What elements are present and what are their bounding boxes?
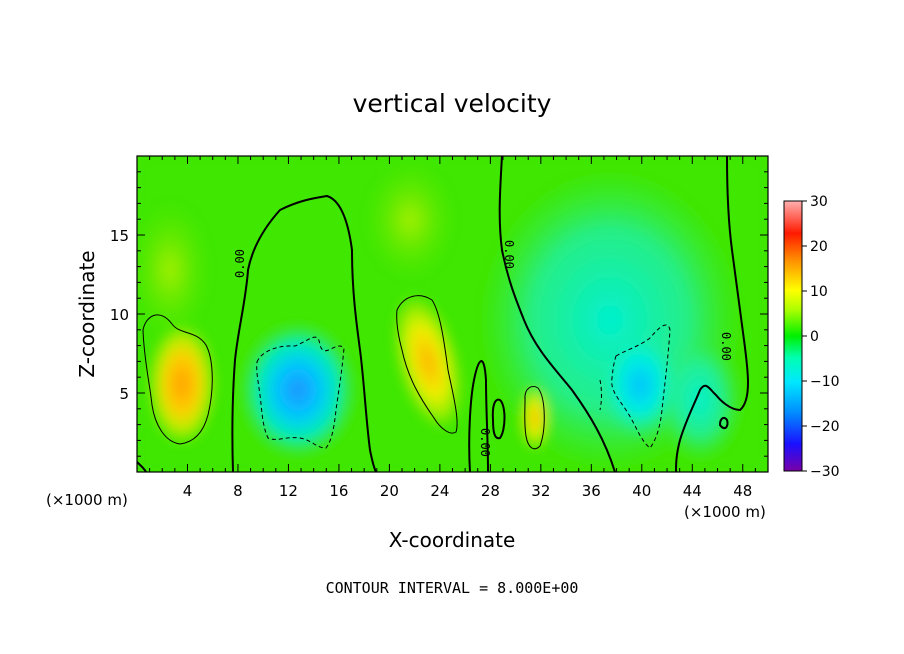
positive-contours [142, 295, 545, 450]
colorbar-gradient [783, 200, 803, 472]
y-tick-label: 10 [110, 306, 129, 324]
chart-title: vertical velocity [353, 89, 552, 118]
colorbar: 30 20 10 0 −10 −20 −30 [783, 194, 840, 480]
negative-contours [256, 324, 671, 449]
field-blob [365, 160, 455, 280]
contour-interval: CONTOUR INTERVAL = 8.000E+00 [326, 579, 579, 597]
colorbar-tick-label: −20 [810, 419, 840, 435]
contour-labels: 0.00 0.00 0.00 0.00 [233, 240, 733, 457]
y-tick-label: 5 [119, 385, 129, 403]
x-tick-label: 16 [329, 482, 348, 500]
colorbar-ticks: 30 20 10 0 −10 −20 −30 [802, 194, 840, 480]
x-tick-label: 40 [632, 482, 651, 500]
x-axis-title: X-coordinate [389, 528, 516, 552]
colorbar-tick-label: 10 [810, 284, 828, 300]
contour-label: 0.00 [502, 240, 516, 269]
contour-label: 0.00 [233, 249, 247, 278]
x-tick-label: 36 [582, 482, 601, 500]
contour-label: 0.00 [719, 332, 733, 361]
field-blob [660, 340, 740, 460]
x-tick-label: 28 [481, 482, 500, 500]
zero-contours [137, 156, 749, 472]
colorbar-tick-label: −10 [810, 374, 840, 390]
x-unit-right: (×1000 m) [684, 503, 766, 521]
field-blob [137, 200, 210, 340]
x-tick-label: 20 [380, 482, 399, 500]
plot-area: 0.00 0.00 0.00 0.00 [137, 156, 768, 472]
x-unit-left: (×1000 m) [46, 491, 128, 509]
x-tick-label: 12 [279, 482, 298, 500]
y-tick-label: 15 [110, 227, 129, 245]
colorbar-tick-label: −30 [810, 464, 840, 480]
x-tick-label: 8 [233, 482, 243, 500]
contour-label: 0.00 [478, 428, 492, 457]
field-blob [600, 330, 680, 440]
x-tick-label: 44 [683, 482, 702, 500]
x-tick-label: 32 [531, 482, 550, 500]
x-axis: 4 8 12 16 20 24 28 32 36 40 44 48 [149, 156, 756, 500]
colorbar-tick-label: 20 [810, 239, 828, 255]
colorbar-tick-label: 30 [810, 194, 828, 210]
y-axis: 5 10 15 [110, 171, 768, 457]
x-tick-label: 24 [430, 482, 449, 500]
field-blob [148, 322, 216, 446]
colorbar-tick-label: 0 [810, 329, 819, 345]
x-tick-label: 4 [183, 482, 193, 500]
x-tick-label: 48 [733, 482, 752, 500]
field-blob [521, 386, 549, 450]
field-blob [243, 325, 353, 455]
field-blob [393, 293, 463, 431]
y-axis-title: Z-coordinate [75, 250, 99, 377]
